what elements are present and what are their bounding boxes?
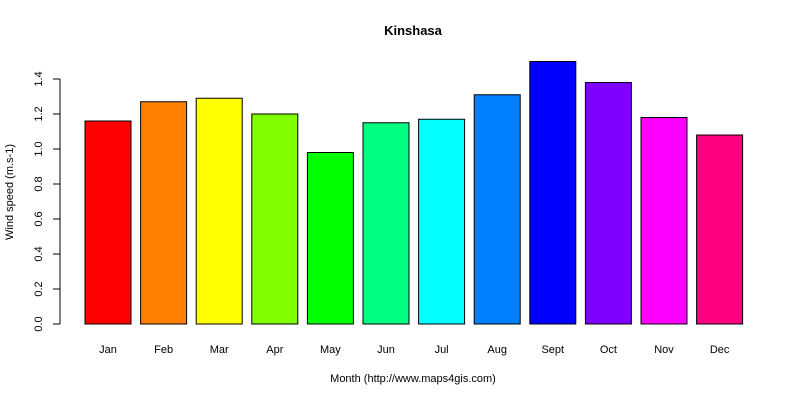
y-axis-ticks: 0.0 0.2 0.4 0.6 0.8 1.0 1.2 1.4: [33, 71, 60, 332]
bar-nov: [640, 117, 688, 325]
x-tick-label: May: [320, 344, 341, 356]
x-tick-label: Sept: [541, 344, 564, 356]
x-tick-label: Dec: [710, 344, 730, 356]
x-axis-tick-labels: Jan Feb Mar Apr May Jun Jul Aug Sept Oct Nov Dec: [99, 344, 730, 356]
bar-jan: [84, 120, 132, 325]
bar-dec: [696, 134, 744, 325]
x-axis-label: Month (http://www.maps4gis.com): [330, 373, 496, 385]
y-axis-label: Wind speed (m.s-1): [4, 144, 16, 240]
x-tick-label: Feb: [154, 344, 173, 356]
y-tick-label: 1.0: [33, 141, 45, 156]
bar-jun: [362, 122, 410, 325]
bar-aug: [473, 94, 521, 325]
y-tick-label: 0.4: [33, 246, 45, 261]
y-tick-label: 0.6: [33, 211, 45, 226]
x-tick-label: Jul: [435, 344, 449, 356]
x-tick-label: Nov: [654, 344, 674, 356]
x-tick-label: Aug: [487, 344, 507, 356]
y-tick-label: 1.2: [33, 106, 45, 121]
bar-mar: [195, 97, 243, 325]
x-tick-label: Mar: [210, 344, 229, 356]
bar-jul: [418, 118, 466, 325]
bar-may: [306, 152, 354, 325]
x-tick-label: Jan: [99, 344, 117, 356]
bar-series: [84, 61, 744, 325]
bar-feb: [140, 101, 188, 325]
y-tick-label: 0.2: [33, 281, 45, 296]
x-tick-label: Oct: [600, 344, 617, 356]
x-tick-label: Jun: [377, 344, 395, 356]
bar-oct: [584, 82, 632, 325]
y-tick-label: 0.0: [33, 316, 45, 331]
y-tick-label: 1.4: [33, 71, 45, 86]
chart-title: Kinshasa: [384, 23, 443, 38]
bar-sept: [529, 61, 577, 325]
y-tick-label: 0.8: [33, 176, 45, 191]
x-tick-label: Apr: [266, 344, 283, 356]
bar-apr: [251, 113, 299, 325]
